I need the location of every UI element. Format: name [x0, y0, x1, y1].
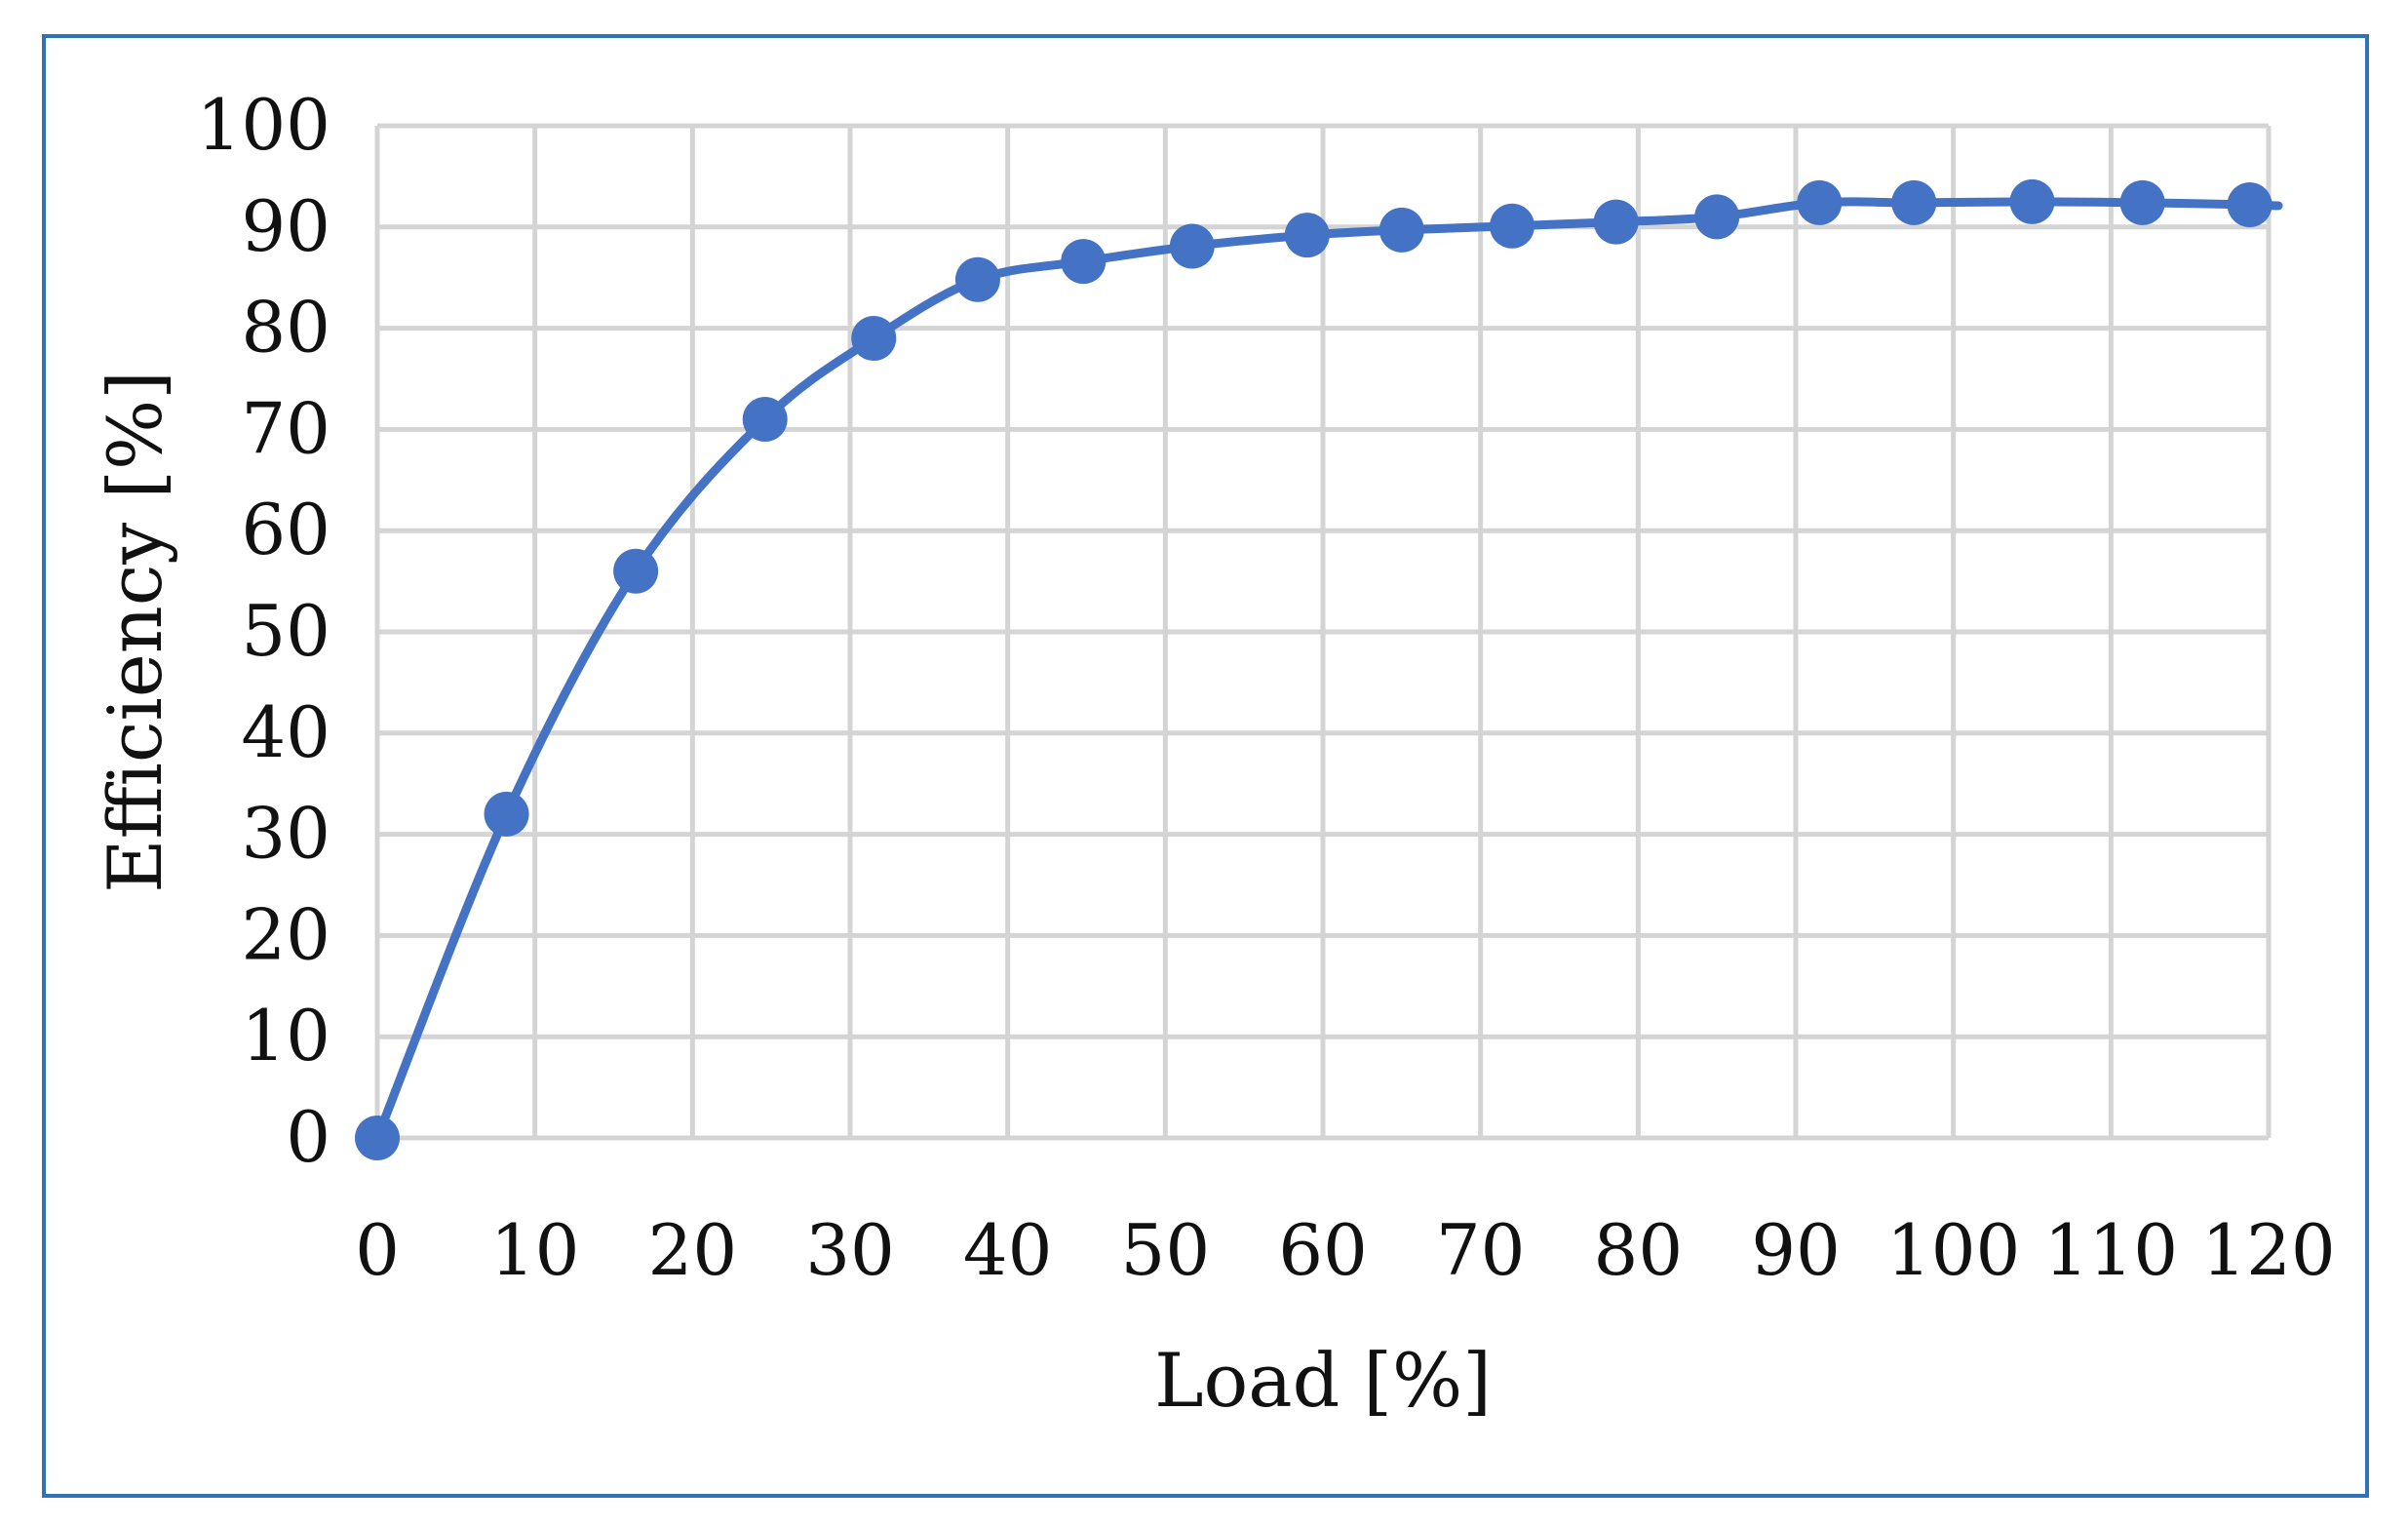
y-axis-ticks: 0 10 20 30 40 50 60 70 80 90 100	[197, 84, 330, 1178]
x-tick-label: 30	[805, 1209, 895, 1291]
data-point-marker	[1593, 199, 1639, 245]
y-tick-label: 100	[197, 84, 330, 166]
data-point-marker	[1891, 179, 1937, 225]
x-axis-ticks: 0 10 20 30 40 50 60 70 80 90 100 110 120	[355, 1209, 2336, 1291]
y-tick-label: 70	[241, 387, 330, 469]
series-layer	[355, 178, 2283, 1160]
data-point-marker	[2009, 178, 2055, 224]
data-point-marker	[355, 1116, 400, 1160]
data-point-marker	[1797, 179, 1843, 225]
x-tick-label: 120	[2201, 1209, 2335, 1291]
x-tick-label: 60	[1278, 1209, 1368, 1291]
data-point-marker	[2227, 181, 2272, 227]
data-point-marker	[1169, 223, 1215, 269]
y-tick-label: 30	[241, 793, 330, 875]
y-tick-label: 90	[241, 185, 330, 267]
data-point-marker	[1694, 194, 1740, 240]
x-tick-label: 50	[1121, 1209, 1211, 1291]
y-tick-label: 20	[241, 893, 330, 975]
y-tick-label: 80	[241, 287, 330, 369]
x-tick-label: 10	[490, 1209, 580, 1291]
data-point-marker	[613, 548, 659, 594]
data-point-marker	[742, 397, 788, 443]
data-point-marker	[1061, 239, 1107, 285]
x-tick-label: 100	[1886, 1209, 2020, 1291]
x-tick-label: 40	[963, 1209, 1053, 1291]
x-tick-label: 0	[355, 1209, 400, 1291]
x-axis-title: Load [%]	[1154, 1337, 1492, 1424]
y-tick-label: 10	[241, 995, 330, 1077]
x-tick-label: 20	[648, 1209, 738, 1291]
y-tick-label: 40	[241, 691, 330, 773]
data-point-marker	[851, 315, 897, 361]
data-point-marker	[1490, 203, 1534, 249]
data-point-marker	[954, 256, 1000, 302]
data-point-marker	[484, 791, 529, 837]
y-tick-label: 60	[241, 489, 330, 570]
grid	[374, 123, 2272, 1141]
chart-frame: 0 10 20 30 40 50 60 70 80 90 100 0 10 20 30 40 50 60 70 80…	[42, 34, 2369, 1498]
x-tick-label: 70	[1436, 1209, 1526, 1291]
series-line	[372, 197, 2283, 1143]
y-axis-title: Efficiency [%]	[92, 371, 178, 893]
y-tick-label: 0	[286, 1096, 330, 1178]
x-tick-label: 80	[1594, 1209, 1684, 1291]
data-point-marker	[2119, 179, 2165, 225]
x-tick-label: 110	[2044, 1209, 2178, 1291]
x-tick-label: 90	[1751, 1209, 1841, 1291]
data-point-marker	[1284, 213, 1330, 258]
efficiency-chart: 0 10 20 30 40 50 60 70 80 90 100 0 10 20 30 40 50 60 70 80…	[92, 84, 2336, 1424]
y-tick-label: 50	[241, 590, 330, 672]
data-point-marker	[1379, 207, 1424, 253]
